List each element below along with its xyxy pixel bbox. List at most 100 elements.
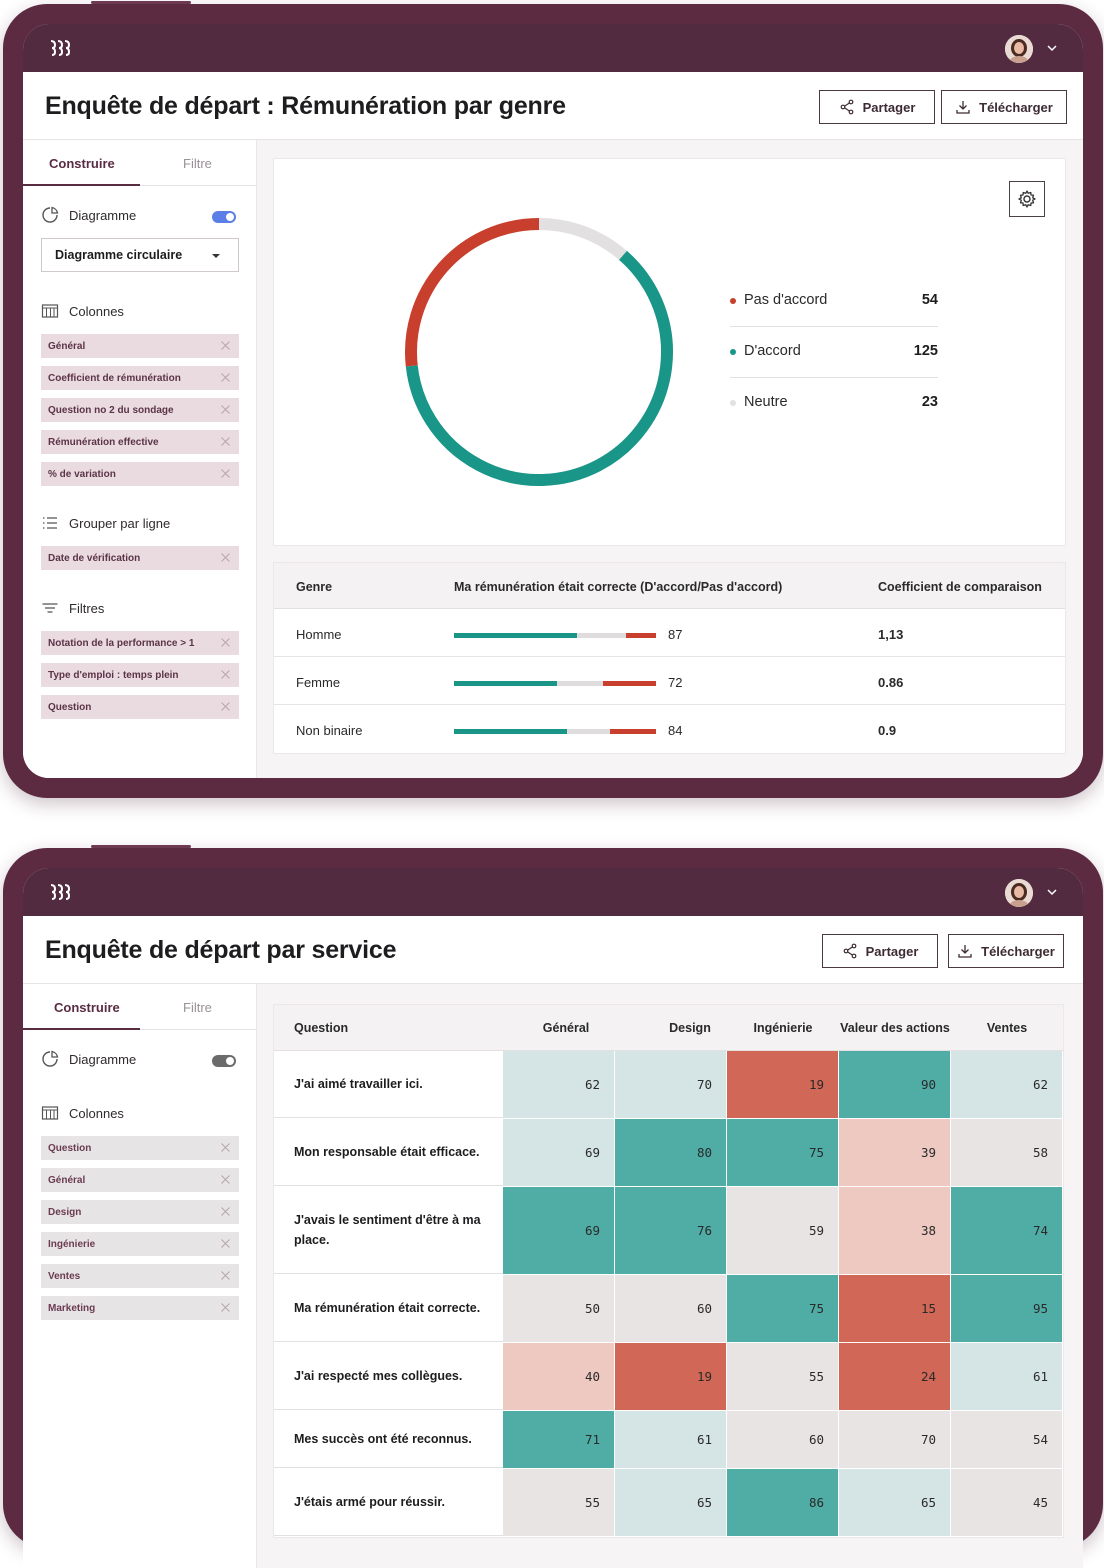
chip[interactable]: Général <box>41 1168 239 1192</box>
chart-section: Diagramme <box>41 206 136 224</box>
chip[interactable]: Type d'emploi : temps plein <box>41 663 239 687</box>
cell-coef: 0.9 <box>878 723 897 738</box>
chip[interactable]: Date de vérification <box>41 546 239 570</box>
chip[interactable]: Notation de la performance > 1 <box>41 631 239 655</box>
cell-question: J'ai aimé travailler ici. <box>274 1051 503 1118</box>
close-icon[interactable] <box>220 1270 231 1281</box>
chip[interactable]: Coefficient de rémunération <box>41 366 239 390</box>
list-icon <box>43 517 57 529</box>
main-content: Pas d'accord 54 D'accord 125 Neutre 23 Genre … <box>257 140 1083 778</box>
legend-value: 23 <box>921 394 938 410</box>
bar-agree <box>454 633 578 638</box>
heat-cell: 55 <box>727 1343 839 1410</box>
share-button[interactable]: Partager <box>819 90 935 124</box>
chip[interactable]: Rémunération effective <box>41 430 239 454</box>
heat-cell: 61 <box>615 1411 727 1468</box>
app-logo-icon[interactable] <box>49 38 71 58</box>
cell-genre: Non binaire <box>296 723 363 738</box>
close-icon[interactable] <box>220 1142 231 1153</box>
chip[interactable]: Question <box>41 1136 239 1160</box>
tab-filter[interactable]: Filtre <box>183 1000 212 1015</box>
close-icon[interactable] <box>220 1174 231 1185</box>
close-icon[interactable] <box>220 552 231 563</box>
chip[interactable]: Question no 2 du sondage <box>41 398 239 422</box>
close-icon[interactable] <box>220 637 231 648</box>
close-icon[interactable] <box>220 468 231 479</box>
filter-icon <box>42 603 58 613</box>
score-bar <box>454 633 656 638</box>
download-button[interactable]: Télécharger <box>941 90 1067 124</box>
chart-toggle[interactable] <box>212 1055 236 1067</box>
user-avatar[interactable] <box>1005 879 1033 907</box>
legend-dot <box>730 400 736 406</box>
chip[interactable]: Général <box>41 334 239 358</box>
filters-label: Filtres <box>69 600 105 616</box>
heat-cell: 70 <box>839 1411 951 1468</box>
legend-label: Pas d'accord <box>744 292 828 308</box>
chart-type-select[interactable]: Diagramme circulaire <box>41 238 239 272</box>
heat-cell: 58 <box>951 1119 1063 1186</box>
table-row: Femme 72 0.86 <box>274 657 1065 705</box>
cell-question: J'avais le sentiment d'être à ma place. <box>274 1187 503 1274</box>
user-avatar[interactable] <box>1005 35 1033 63</box>
close-icon[interactable] <box>220 372 231 383</box>
app-logo-icon[interactable] <box>49 882 71 902</box>
sidebar-tabs: Construire Filtre <box>23 984 256 1030</box>
columns-section: Colonnes <box>41 1104 124 1122</box>
chip[interactable]: Marketing <box>41 1296 239 1320</box>
close-icon[interactable] <box>220 669 231 680</box>
heat-cell: 45 <box>951 1469 1063 1536</box>
header-genre: Genre <box>296 580 333 594</box>
sidebar: Construire Filtre Diagramme Diagramme ci… <box>23 140 257 778</box>
chip[interactable]: Ingénierie <box>41 1232 239 1256</box>
columns-icon <box>41 1106 59 1120</box>
close-icon[interactable] <box>220 1238 231 1249</box>
chart-toggle-label: Diagramme <box>69 1051 137 1067</box>
download-icon <box>956 101 970 114</box>
tab-build[interactable]: Construire <box>54 1000 120 1015</box>
bar-disagree <box>603 681 656 686</box>
chip[interactable]: % de variation <box>41 462 239 486</box>
close-icon[interactable] <box>220 1302 231 1313</box>
heat-cell: 60 <box>615 1275 727 1342</box>
donut-slice <box>405 250 673 486</box>
share-button[interactable]: Partager <box>822 934 938 968</box>
close-icon[interactable] <box>220 1206 231 1217</box>
table-row: Homme 87 1,13 <box>274 609 1065 657</box>
tab-filter[interactable]: Filtre <box>183 156 212 171</box>
chevron-down-icon[interactable] <box>1047 43 1057 53</box>
heat-cell: 62 <box>503 1051 615 1118</box>
heat-cell: 74 <box>951 1187 1063 1274</box>
chip-label: Marketing <box>48 1302 96 1314</box>
chip[interactable]: Ventes <box>41 1264 239 1288</box>
legend-dot <box>730 298 736 304</box>
close-icon[interactable] <box>220 436 231 447</box>
tab-build[interactable]: Construire <box>49 156 115 171</box>
download-button[interactable]: Télécharger <box>948 934 1064 968</box>
cell-genre: Homme <box>296 627 342 642</box>
filters-section: Filtres <box>41 599 104 617</box>
bar-disagree <box>625 633 656 638</box>
settings-button[interactable] <box>1009 181 1045 217</box>
heat-cell: 19 <box>727 1051 839 1118</box>
device-frame-2: Enquête de départ par service Partager T… <box>3 845 1103 1568</box>
close-icon[interactable] <box>220 404 231 415</box>
close-icon[interactable] <box>220 701 231 712</box>
chart-toggle[interactable] <box>212 211 236 223</box>
close-icon[interactable] <box>220 340 231 351</box>
chip[interactable]: Question <box>41 695 239 719</box>
cell-question: Mon responsable était efficace. <box>274 1119 503 1186</box>
chip-label: Général <box>48 1174 86 1186</box>
heat-cell: 71 <box>503 1411 615 1468</box>
legend-item: D'accord 125 <box>730 327 938 378</box>
score-bar <box>454 681 656 686</box>
table-row: J'ai aimé travailler ici. 62 70 19 90 62 <box>274 1051 1063 1119</box>
header-design: Design <box>669 1020 711 1035</box>
heatmap-table: Question Général Design Ingénierie Valeu… <box>273 1004 1064 1538</box>
chip-label: Question no 2 du sondage <box>48 404 174 416</box>
chip[interactable]: Design <box>41 1200 239 1224</box>
chip-label: Notation de la performance > 1 <box>48 637 195 649</box>
share-label: Partager <box>865 943 919 959</box>
chevron-down-icon[interactable] <box>1047 887 1057 897</box>
cell-score: 84 <box>668 723 683 738</box>
